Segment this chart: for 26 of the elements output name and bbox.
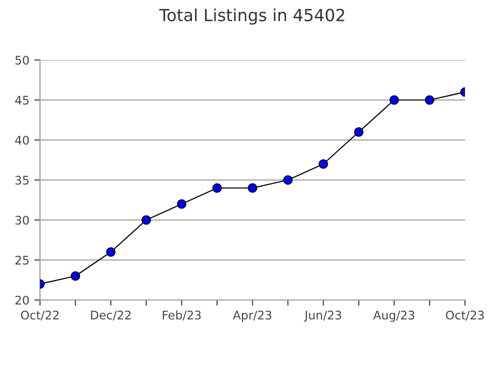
y-tick-label: 45 bbox=[15, 96, 29, 105]
y-tick-label: 30 bbox=[15, 216, 29, 225]
point bbox=[424, 95, 434, 105]
point bbox=[248, 183, 258, 193]
point bbox=[389, 95, 399, 105]
x-tick-label: Apr/23 bbox=[232, 310, 272, 322]
y-tick-label: 35 bbox=[15, 176, 29, 185]
y-tick-label: 40 bbox=[15, 136, 29, 145]
point bbox=[283, 175, 293, 185]
point bbox=[142, 215, 151, 225]
point bbox=[318, 159, 328, 169]
y-tick-label: 20 bbox=[15, 296, 29, 305]
y-tick-label: 25 bbox=[15, 256, 29, 265]
x-tick-label: Oct/22 bbox=[20, 310, 59, 320]
point bbox=[354, 127, 364, 137]
chart-title: Total Listings in 45402 bbox=[159, 8, 344, 25]
point bbox=[106, 247, 116, 257]
x-tick-label: Aug/23 bbox=[373, 310, 414, 322]
point bbox=[176, 199, 186, 209]
x-tick-label: Feb/23 bbox=[162, 310, 201, 320]
x-tick-label: Jun/23 bbox=[304, 310, 342, 322]
point bbox=[70, 271, 80, 281]
x-tick-label: Dec/22 bbox=[91, 310, 131, 320]
point bbox=[212, 183, 222, 193]
y-tick-label: 50 bbox=[15, 56, 29, 65]
x-tick-label: Oct/23 bbox=[446, 310, 484, 320]
